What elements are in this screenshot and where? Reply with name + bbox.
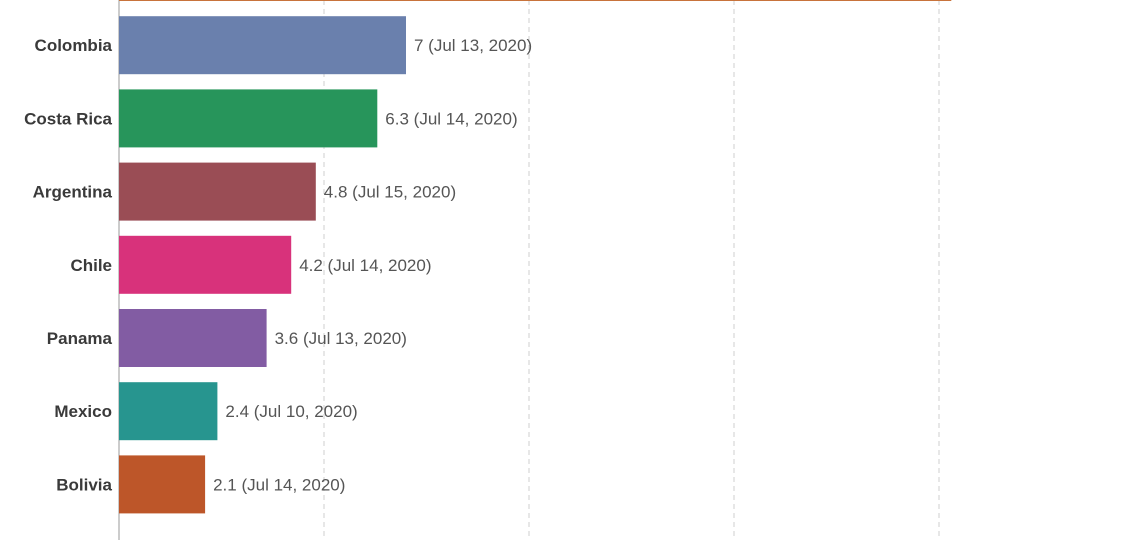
category-label-mexico: Mexico [54,402,112,421]
category-label-colombia: Colombia [35,36,113,55]
value-label-costa-rica: 6.3 (Jul 14, 2020) [385,109,517,128]
bar-costa-rica [119,89,378,148]
bar-top [119,0,952,1]
value-label-chile: 4.2 (Jul 14, 2020) [299,256,431,275]
category-label-costa-rica: Costa Rica [24,109,112,128]
category-label-panama: Panama [47,329,113,348]
value-label-bolivia: 2.1 (Jul 14, 2020) [213,475,345,494]
value-label-argentina: 4.8 (Jul 15, 2020) [324,183,456,202]
label-layer: Colombia 7 (Jul 13, 2020) Costa Rica 6.3 (J… [24,36,532,494]
bar-mexico [119,382,218,441]
bar-argentina [119,162,316,221]
category-label-argentina: Argentina [33,183,113,202]
bar-panama [119,309,267,367]
bar-colombia [119,16,406,75]
category-label-chile: Chile [70,256,112,275]
bar-bolivia [119,455,206,514]
value-label-panama: 3.6 (Jul 13, 2020) [275,329,407,348]
value-label-mexico: 2.4 (Jul 10, 2020) [225,402,357,421]
bar-layer [119,0,952,514]
value-label-colombia: 7 (Jul 13, 2020) [414,36,532,55]
category-label-bolivia: Bolivia [56,475,112,494]
bar-chile [119,235,292,294]
